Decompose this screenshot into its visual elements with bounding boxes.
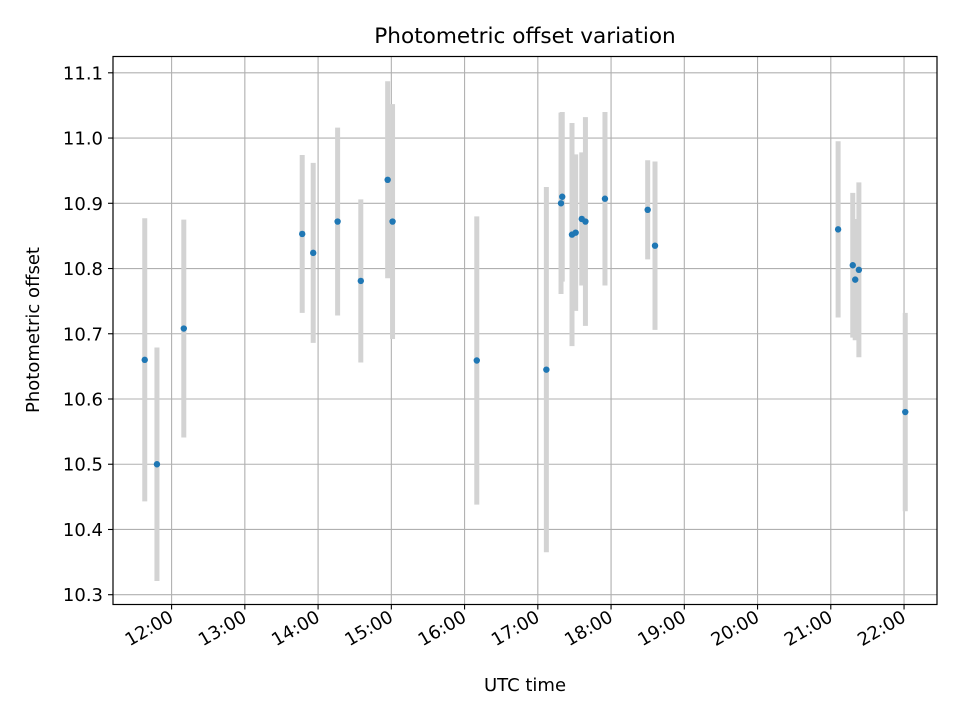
y-tick-label: 10.6 [63,390,103,411]
data-point [852,276,859,283]
data-point [849,262,856,269]
data-point [557,200,565,207]
plot-frame [112,55,938,606]
data-point [902,408,909,416]
data-point [299,230,306,238]
data-point [357,277,365,285]
y-tick-label: 10.3 [63,585,103,606]
y-axis-label: Photometric offset [23,247,44,413]
data-point [559,193,566,200]
data-point [543,366,550,373]
data-point [473,357,480,364]
data-points [141,176,909,468]
data-point [601,195,609,202]
chart-title: Photometric offset variation [374,24,675,49]
y-tick-label: 10.5 [63,455,103,476]
data-point [180,325,188,332]
data-point [572,229,579,236]
data-point [310,249,317,257]
y-tick-label: 11.0 [63,129,103,150]
data-point [651,242,659,249]
data-point [855,266,863,274]
data-point [834,226,842,233]
data-point [384,176,391,183]
data-point [153,461,161,468]
x-axis-label: UTC time [484,675,566,696]
y-tick-label: 10.7 [63,324,103,345]
y-tick-label: 11.1 [63,63,103,84]
data-point [334,218,341,225]
data-point [644,206,651,214]
y-tick-label: 10.8 [63,259,103,280]
y-tick-label: 10.4 [63,520,103,541]
y-axis: 10.3 10.4 10.5 10.6 10.7 10.8 10.9 11.0 11.1 [63,63,113,606]
y-tick-label: 10.9 [63,194,103,215]
data-point [582,218,589,225]
data-point [141,356,148,364]
data-point [389,218,396,225]
